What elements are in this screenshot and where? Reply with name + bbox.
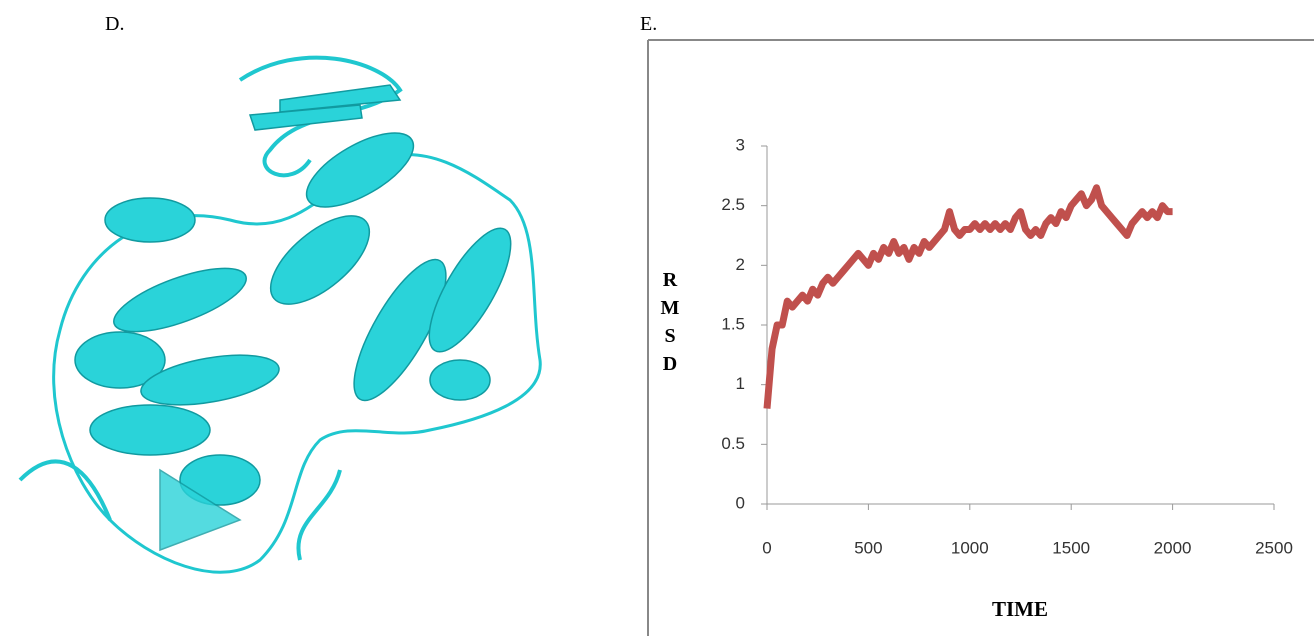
protein-structure — [18, 55, 542, 574]
x-tick-label: 2500 — [1255, 538, 1293, 557]
y-tick-label: 0.5 — [721, 434, 745, 453]
x-tick-label: 500 — [854, 538, 882, 557]
chart-frame — [647, 39, 1314, 636]
x-tick-label: 1000 — [951, 538, 989, 557]
y-tick-label: 2.5 — [721, 195, 745, 214]
x-axis-label: TIME — [992, 597, 1048, 621]
panel-label: D. — [105, 13, 124, 35]
y-tick-label: 3 — [736, 135, 745, 154]
panel-label: E. — [640, 13, 657, 35]
data-line — [763, 184, 1173, 409]
x-tick-label: 0 — [762, 538, 771, 557]
y-tick-label: 1 — [736, 374, 745, 393]
x-tick-label: 2000 — [1154, 538, 1192, 557]
y-tick-label: 2 — [736, 255, 745, 274]
protein-helices — [74, 84, 512, 552]
y-tick-label: 1.5 — [721, 314, 745, 333]
x-tick-label: 1500 — [1052, 538, 1090, 557]
y-axis-label: RMSD — [659, 269, 681, 381]
y-tick-label: 0 — [736, 493, 745, 512]
